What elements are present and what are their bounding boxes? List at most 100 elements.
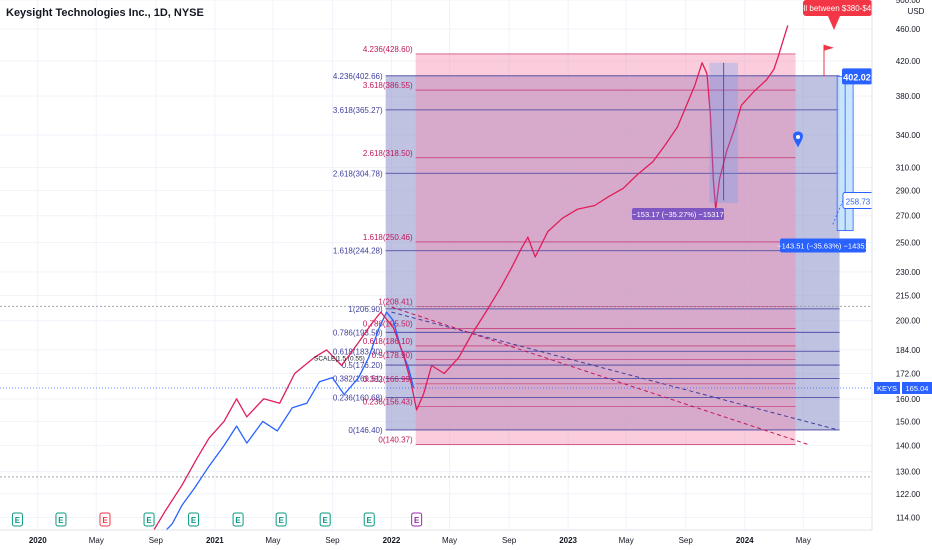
price-tick-label: 230.00 (896, 268, 921, 277)
price-tick-label: 114.00 (896, 513, 920, 522)
current-price-tag (902, 381, 932, 394)
sell-callout-label: Sell between $380-$420 (794, 4, 881, 13)
price-tick-label: 200.00 (896, 317, 921, 326)
earnings-marker-label: E (367, 516, 373, 525)
price-tick-label: 290.00 (896, 187, 921, 196)
price-tick-label: 122.00 (896, 490, 921, 499)
fib-blue-level-label: 0(146.40) (348, 426, 383, 435)
sell-callout-pointer (828, 16, 840, 30)
flag-icon (824, 44, 834, 51)
range-measure-label: −143.51 (−35.63%) −14351 (777, 241, 869, 250)
fib-pink-level-label: 0.786(195.50) (363, 320, 413, 329)
price-tick-label: 150.00 (896, 417, 921, 426)
annotations: −153.17 (−35.27%) −15317 −143.51 (−35.63%… (314, 0, 881, 363)
earnings-marker (275, 512, 287, 527)
earnings-marker-label: E (191, 516, 197, 525)
time-tick-label: Sep (502, 536, 517, 545)
fib-pink-level-label: 1(208.41) (378, 297, 413, 306)
earnings-marker-label: E (323, 516, 329, 525)
earnings-marker (55, 512, 67, 527)
fib-blue-level-label: 1(206.90) (348, 305, 383, 314)
fib-pink-level-label: 0.618(186.10) (363, 337, 413, 346)
fib-blue-level-label: 2.618(304.78) (333, 169, 383, 178)
price-tick-label: 130.00 (896, 468, 921, 477)
chart-title: Keysight Technologies Inc., 1D, NYSE (6, 7, 204, 19)
trend-lines (391, 306, 838, 445)
trend-line-pink (391, 306, 808, 445)
fib-zone-pink (415, 53, 796, 445)
scale-label: SCALE|1.5 (0.55) (314, 356, 365, 363)
range-measure-badge (780, 238, 866, 253)
fib-pink-level-label: 0(140.37) (378, 436, 413, 445)
time-tick-label: May (442, 536, 457, 545)
target-leader (831, 200, 844, 227)
fib-blue-level-label: 0.786(193.50) (333, 328, 383, 337)
earnings-marker (143, 512, 155, 527)
price-series (149, 25, 789, 537)
earnings-marker-label: E (146, 516, 152, 525)
earnings-marker (363, 512, 375, 527)
top-price-badge (842, 68, 872, 85)
earnings-marker-label: E (15, 516, 21, 525)
price-tick-label: 500.00 (896, 0, 921, 5)
fib-blue-level-label: 0.618(183.30) (333, 347, 383, 356)
time-tick-label: May (265, 536, 280, 545)
time-axis[interactable]: 2020 May Sep 2021 May Sep 2022 May Sep 2023 May Sep… (0, 529, 932, 550)
time-tick-label: 2020 (29, 536, 47, 545)
current-symbol-label: KEYS (877, 384, 897, 393)
price-tick-label: 215.00 (896, 291, 921, 300)
price-tick-label: 270.00 (896, 212, 921, 221)
fib-pink-level-label: 4.236(428.60) (363, 45, 413, 54)
price-tick-label: 140.00 (896, 442, 921, 451)
dip-measure-label: −153.17 (−35.27%) −15317 (632, 210, 724, 219)
time-tick-label: May (619, 536, 634, 545)
current-price-label: 165.04 (906, 384, 929, 393)
location-pin-dot (796, 135, 800, 139)
earnings-marker (411, 512, 423, 527)
time-tick-label: May (89, 536, 104, 545)
earnings-marker (188, 512, 200, 527)
price-tick-label: 310.00 (896, 163, 921, 172)
earnings-marker-label: E (278, 516, 284, 525)
fib-pink-level-label: 1.618(250.46) (363, 233, 413, 242)
target-label: 258.73 (846, 197, 871, 206)
time-tick-label: Sep (679, 536, 694, 545)
location-pin-icon (793, 131, 803, 148)
price-tick-label: 460.00 (896, 25, 921, 34)
fib-pink-level-label: 3.618(386.55) (363, 81, 413, 90)
time-axis-bg (0, 530, 932, 550)
price-tick-label: 420.00 (896, 57, 921, 66)
fib-blue-level-label: 3.618(365.27) (333, 106, 383, 115)
price-tick-label: 340.00 (896, 131, 921, 140)
price-series-line-2 (149, 25, 789, 537)
time-tick-label: 2022 (383, 536, 401, 545)
earnings-marker (232, 512, 244, 527)
fib-blue-level-label: 0.5(176.20) (342, 361, 383, 370)
fib-blue-level-label: 0.236(160.68) (333, 393, 383, 402)
fib-pink-level-label: 0.382(166.99) (363, 375, 413, 384)
time-tick-label: Sep (325, 536, 340, 545)
sell-callout-bg (803, 0, 872, 16)
dip-measure-label-bg (632, 207, 724, 220)
price-axis[interactable]: 114.00 122.00 130.00 140.00 150.00 160.00 172.… (871, 0, 932, 550)
earnings-marker-label: E (235, 516, 241, 525)
time-tick-label: May (796, 536, 811, 545)
earnings-marker-label: E (58, 516, 64, 525)
earnings-marker (319, 512, 331, 527)
earnings-marker (99, 512, 111, 527)
price-tick-label: 250.00 (896, 239, 921, 248)
price-axis-currency: USD (908, 7, 925, 16)
price-tick-label: 380.00 (896, 92, 921, 101)
fib-blue-level-label: 4.236(402.66) (333, 72, 383, 81)
earnings-marker-label: E (102, 516, 108, 525)
price-tick-label: 160.00 (896, 395, 921, 404)
time-tick-label: 2024 (736, 536, 754, 545)
fib-zone-blue (385, 75, 840, 430)
price-axis-bg (872, 0, 932, 550)
top-price-label: 402.02 (843, 72, 871, 82)
earnings-marker-label: E (414, 516, 420, 525)
price-series-line-1 (159, 311, 415, 537)
